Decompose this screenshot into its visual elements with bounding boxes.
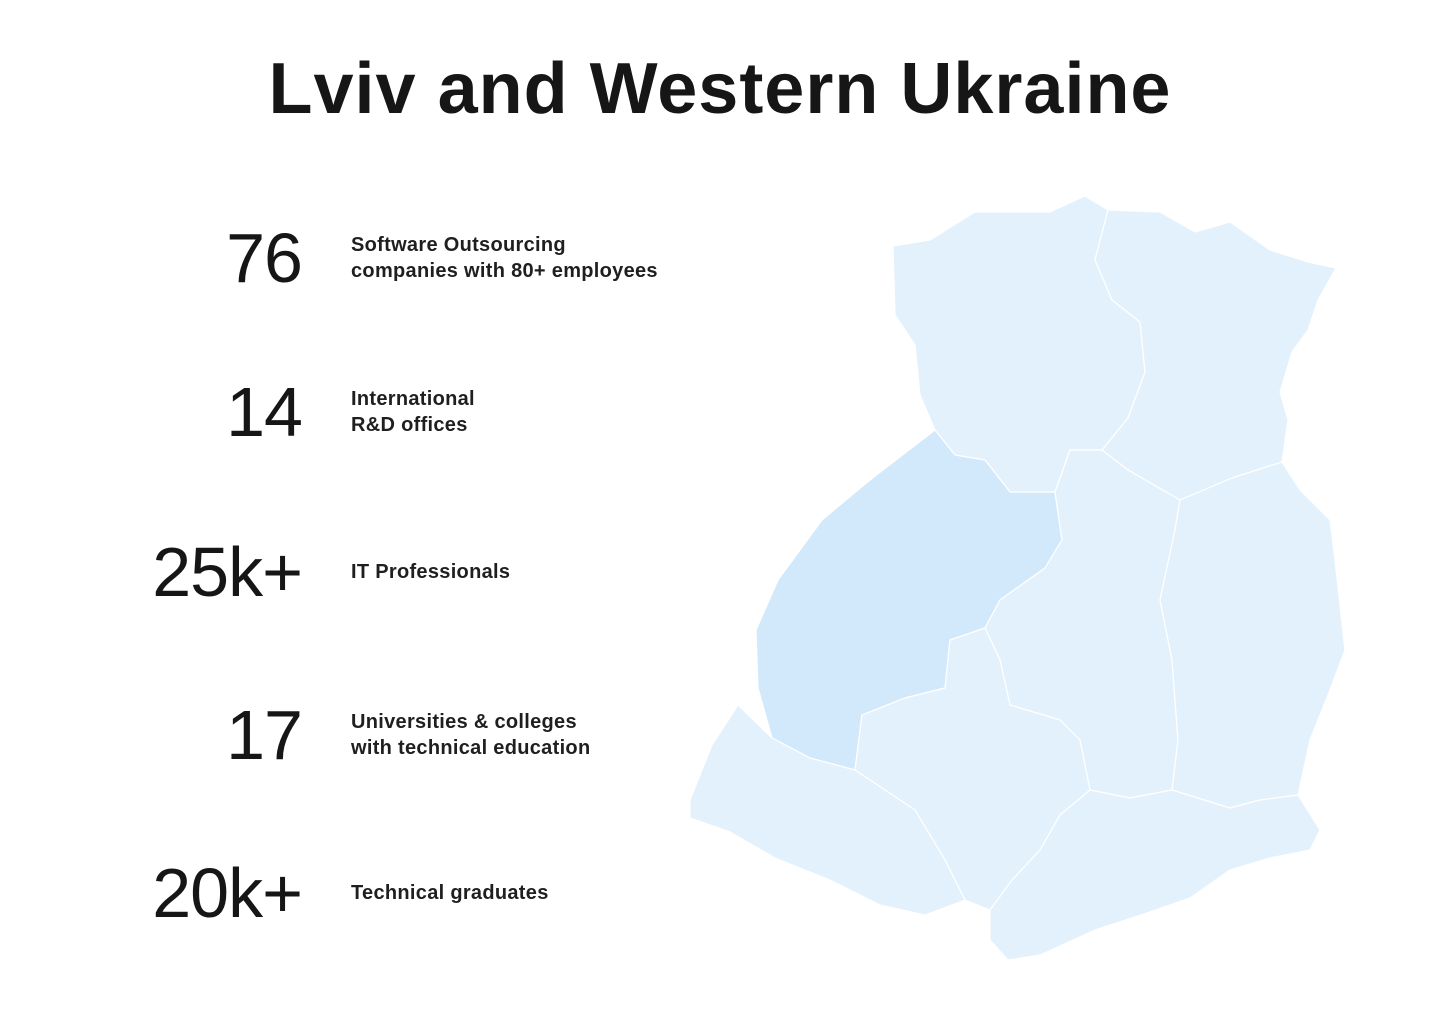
- stat-companies: 76 Software Outsourcing companies with 8…: [0, 218, 720, 298]
- stat-value: 14: [226, 373, 303, 451]
- map-region-zakarpattia: [689, 704, 966, 916]
- map-region-rivne: [1094, 209, 1337, 501]
- stat-value: 20k+: [152, 854, 303, 932]
- stat-label: Universities & colleges with technical e…: [351, 709, 590, 761]
- stat-it-professionals: 25k+ IT Professionals: [0, 532, 720, 612]
- page-title: Lviv and Western Ukraine: [268, 49, 1172, 129]
- stat-label-line: with technical education: [351, 737, 591, 759]
- western-ukraine-map: [680, 190, 1360, 970]
- stat-label-line: Universities & colleges: [351, 711, 577, 733]
- stat-label-line: R&D offices: [351, 414, 468, 436]
- stat-value: 76: [226, 219, 303, 297]
- stat-label-line: Technical graduates: [351, 882, 549, 904]
- stat-label: Software Outsourcing companies with 80+ …: [351, 232, 658, 284]
- map-region-chernivtsi: [989, 789, 1321, 961]
- stat-label-line: Software Outsourcing: [351, 234, 566, 256]
- stat-label-line: International: [351, 388, 475, 410]
- stat-label: Technical graduates: [351, 880, 549, 906]
- stats-list: 76 Software Outsourcing companies with 8…: [0, 218, 720, 933]
- map-svg: [689, 195, 1346, 961]
- stat-value: 17: [226, 696, 303, 774]
- stat-label-line: companies with 80+ employees: [351, 260, 658, 282]
- stat-label-line: IT Professionals: [351, 561, 511, 583]
- stat-label: International R&D offices: [351, 386, 475, 438]
- map-region-khmelnytskyi: [1159, 461, 1346, 809]
- stat-label: IT Professionals: [351, 559, 510, 585]
- stat-graduates: 20k+ Technical graduates: [0, 853, 720, 933]
- stat-universities: 17 Universities & colleges with technica…: [0, 695, 720, 775]
- stat-rd-offices: 14 International R&D offices: [0, 372, 720, 452]
- stat-value: 25k+: [152, 533, 303, 611]
